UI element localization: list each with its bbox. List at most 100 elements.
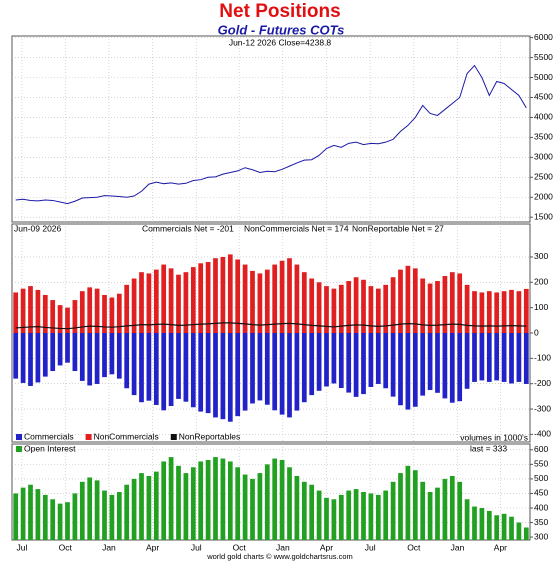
bar — [79, 481, 85, 540]
bar — [102, 490, 107, 540]
bar — [398, 473, 403, 540]
bar — [294, 264, 300, 333]
bar — [87, 477, 93, 540]
annotation: NonCommercials Net = 174 — [244, 223, 349, 233]
x-tick-label: Jan — [276, 542, 290, 552]
bar — [57, 333, 63, 366]
bar — [427, 492, 433, 540]
bar — [264, 464, 270, 540]
bar — [316, 282, 322, 333]
bar — [176, 274, 181, 333]
bar — [449, 272, 455, 333]
bar — [331, 499, 337, 540]
bar — [324, 333, 329, 387]
y-tick-label: 300 — [534, 251, 548, 261]
bar — [479, 292, 485, 333]
bar — [220, 333, 226, 420]
bar — [301, 333, 307, 403]
bar — [509, 289, 514, 333]
y-tick-label: 100 — [534, 302, 548, 312]
bar — [294, 476, 300, 540]
bar — [383, 333, 389, 389]
bar — [205, 262, 211, 333]
bar — [472, 291, 477, 333]
y-tick-label: 300 — [534, 531, 548, 541]
footer: world gold charts © www.goldchartsrus.co… — [206, 552, 353, 561]
bar — [405, 333, 411, 410]
bar — [501, 513, 507, 540]
bar — [486, 333, 492, 382]
bar — [116, 333, 122, 379]
bar — [501, 291, 507, 333]
bar — [353, 489, 359, 540]
legend-swatch — [16, 446, 22, 452]
bar — [220, 256, 226, 333]
bar — [176, 333, 181, 399]
bar — [368, 333, 374, 387]
bar — [35, 333, 41, 383]
bar — [161, 461, 167, 540]
y-tick-label: 550 — [534, 459, 548, 469]
bar — [131, 478, 137, 540]
bar — [227, 254, 233, 333]
y-tick-label: 1500 — [534, 211, 553, 221]
bar — [472, 333, 477, 382]
bar — [375, 288, 381, 333]
bar — [131, 278, 137, 333]
bar — [353, 277, 359, 333]
bar — [72, 333, 78, 372]
x-tick-label: Jul — [365, 542, 376, 552]
y-tick-label: 3000 — [534, 152, 553, 162]
bar — [316, 333, 322, 391]
bar — [449, 476, 455, 540]
x-tick-label: Apr — [146, 542, 159, 552]
y-tick-label: -200 — [534, 378, 551, 388]
x-tick-label: Jan — [102, 542, 116, 552]
bar — [153, 333, 159, 405]
bar — [139, 473, 144, 540]
bar — [13, 292, 19, 333]
bar — [161, 264, 167, 333]
bar — [420, 333, 426, 396]
bar — [457, 333, 463, 402]
bar — [139, 272, 144, 333]
bar — [257, 273, 263, 333]
bar — [398, 333, 403, 406]
bar — [338, 284, 344, 333]
y-tick-label: 4500 — [534, 92, 553, 102]
annotation: last = 333 — [470, 443, 507, 453]
bar — [87, 333, 93, 386]
bar — [464, 284, 470, 333]
bar — [301, 272, 307, 333]
bar — [124, 284, 130, 333]
y-tick-label: 6000 — [534, 32, 553, 42]
annotation: NonReportable Net = 27 — [352, 223, 444, 233]
bar — [65, 307, 70, 333]
bar — [486, 510, 492, 540]
bar — [479, 333, 485, 381]
y-tick-label: 400 — [534, 502, 548, 512]
bar — [190, 333, 196, 408]
bar — [213, 457, 218, 540]
bar — [176, 465, 181, 540]
bar — [94, 333, 100, 384]
bar — [368, 493, 374, 540]
bar — [324, 497, 329, 540]
bar — [435, 487, 440, 540]
bar — [383, 490, 389, 540]
bar — [205, 460, 211, 540]
bar — [20, 487, 26, 540]
legend-swatch — [16, 434, 22, 440]
bar — [516, 333, 522, 382]
legend-label: NonReportables — [179, 431, 240, 441]
bar — [57, 305, 63, 333]
bar — [213, 333, 218, 418]
bar — [442, 478, 448, 540]
bar — [28, 484, 33, 540]
bar — [479, 508, 485, 540]
y-tick-label: 2500 — [534, 172, 553, 182]
y-tick-label: 500 — [534, 473, 548, 483]
bar — [72, 300, 78, 333]
legend-label: Commercials — [24, 431, 74, 441]
bar — [420, 481, 426, 540]
